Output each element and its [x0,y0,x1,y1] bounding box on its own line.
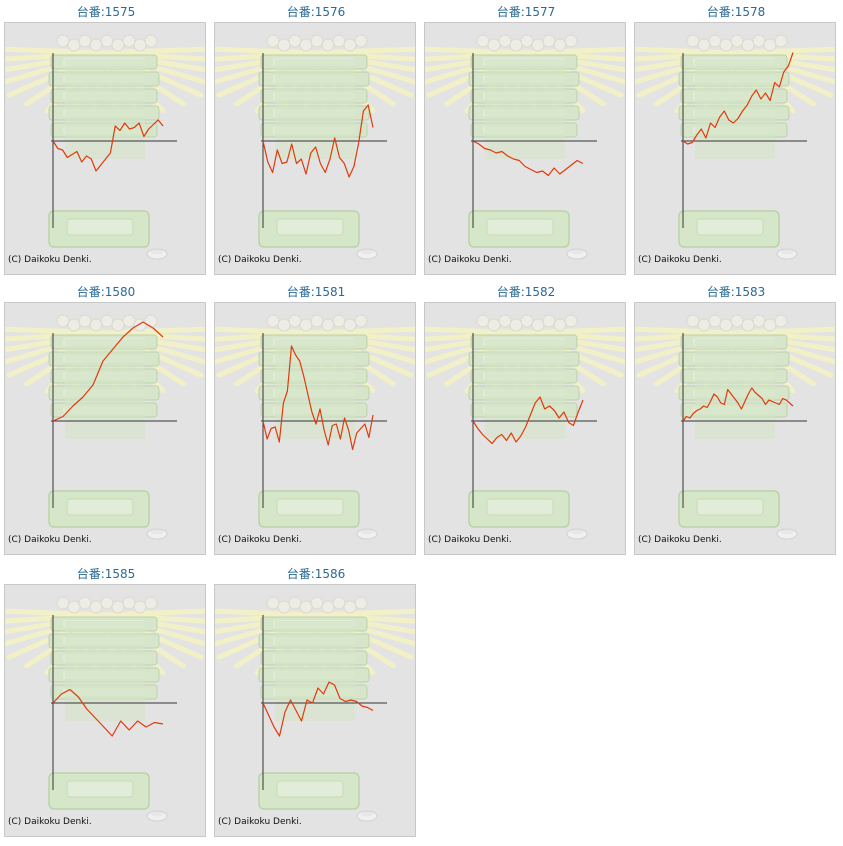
balance-series-line [52,119,164,172]
balance-series-line [472,140,584,177]
copyright-text: (C) Daikoku Denki. [218,817,302,827]
machine-graph-card: 台番:1575 (C) Daikoku Denki. [4,0,208,275]
machine-number-link[interactable]: 台番:1585 [76,567,136,581]
machine-graph-card: 台番:1580 (C) Daikoku Denki. [4,280,208,555]
copyright-text: (C) Daikoku Denki. [218,535,302,545]
machine-number-link[interactable]: 台番:1580 [76,285,136,299]
machine-number-link[interactable]: 台番:1575 [76,5,136,19]
slump-graph [5,596,205,822]
copyright-text: (C) Daikoku Denki. [638,535,722,545]
copyright-text: (C) Daikoku Denki. [8,255,92,265]
slump-graph [215,596,415,822]
pachinko-machine-watermark [215,314,415,540]
slump-graph-panel: (C) Daikoku Denki. [634,22,836,275]
slump-graph-panel: (C) Daikoku Denki. [214,302,416,555]
machine-number-link[interactable]: 台番:1577 [496,5,556,19]
slump-graph-panel: (C) Daikoku Denki. [4,22,206,275]
balance-series-line [472,396,584,445]
slump-graph [5,34,205,260]
pachinko-machine-watermark [635,34,835,260]
slump-graph-panel: (C) Daikoku Denki. [214,584,416,837]
slump-graph [215,314,415,540]
machine-graph-card: 台番:1578 (C) Daikoku Denki. [634,0,838,275]
pachinko-machine-watermark [215,596,415,822]
balance-series-line [52,321,164,422]
machine-graph-card: 台番:1586 (C) Daikoku Denki. [214,562,418,837]
copyright-text: (C) Daikoku Denki. [638,255,722,265]
slump-graph-panel: (C) Daikoku Denki. [4,302,206,555]
machine-graph-card: 台番:1581 (C) Daikoku Denki. [214,280,418,555]
balance-series-line [682,52,794,145]
machine-graph-card: 台番:1582 (C) Daikoku Denki. [424,280,628,555]
pachinko-machine-watermark [425,34,625,260]
copyright-text: (C) Daikoku Denki. [218,255,302,265]
pachinko-machine-watermark [5,34,205,260]
pachinko-machine-watermark [5,596,205,822]
balance-series-line [52,688,164,737]
slump-graph [5,314,205,540]
balance-series-line [682,387,794,422]
pachinko-machine-watermark [635,314,835,540]
slump-graph [425,34,625,260]
machine-number-link[interactable]: 台番:1578 [706,5,766,19]
copyright-text: (C) Daikoku Denki. [8,535,92,545]
balance-series-line [262,345,374,451]
slump-graph-panel: (C) Daikoku Denki. [214,22,416,275]
copyright-text: (C) Daikoku Denki. [428,255,512,265]
slump-graph-panel: (C) Daikoku Denki. [4,584,206,837]
machine-graph-card: 台番:1585 (C) Daikoku Denki. [4,562,208,837]
machine-number-link[interactable]: 台番:1581 [286,285,346,299]
machine-number-link[interactable]: 台番:1583 [706,285,766,299]
slump-graph [635,314,835,540]
copyright-text: (C) Daikoku Denki. [428,535,512,545]
balance-series-line [262,681,374,737]
machine-graph-card: 台番:1576 (C) Daikoku Denki. [214,0,418,275]
balance-series-line [262,104,374,178]
slump-graph-panel: (C) Daikoku Denki. [634,302,836,555]
slump-graph-panel: (C) Daikoku Denki. [424,22,626,275]
slump-graph [215,34,415,260]
copyright-text: (C) Daikoku Denki. [8,817,92,827]
machine-number-link[interactable]: 台番:1586 [286,567,346,581]
machine-graph-card: 台番:1583 (C) Daikoku Denki. [634,280,838,555]
machine-number-link[interactable]: 台番:1582 [496,285,556,299]
machine-graph-card: 台番:1577 (C) Daikoku Denki. [424,0,628,275]
pachinko-machine-watermark [5,314,205,540]
machine-number-link[interactable]: 台番:1576 [286,5,346,19]
slump-graph [635,34,835,260]
slump-graph-panel: (C) Daikoku Denki. [424,302,626,555]
slump-graph [425,314,625,540]
pachinko-machine-watermark [215,34,415,260]
